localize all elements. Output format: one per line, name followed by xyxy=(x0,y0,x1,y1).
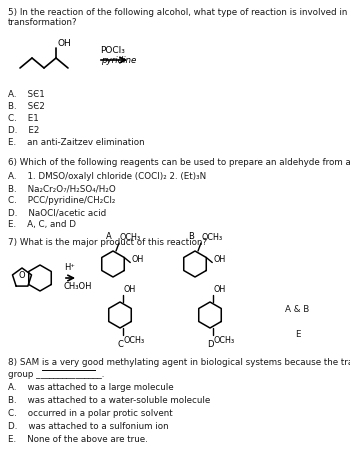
Text: C.    PCC/pyridine/CH₂Cl₂: C. PCC/pyridine/CH₂Cl₂ xyxy=(8,196,116,205)
Text: D: D xyxy=(207,340,213,349)
Text: E: E xyxy=(295,330,301,339)
Text: OCH₃: OCH₃ xyxy=(120,233,141,242)
Text: group _______________.: group _______________. xyxy=(8,370,104,379)
Text: D.    E2: D. E2 xyxy=(8,126,39,135)
Text: CH₃OH: CH₃OH xyxy=(63,282,91,291)
Text: OH: OH xyxy=(124,285,136,294)
Text: E.    None of the above are true.: E. None of the above are true. xyxy=(8,435,148,444)
Text: OH: OH xyxy=(131,255,144,264)
Text: POCl₃: POCl₃ xyxy=(100,46,125,55)
Text: 8) SAM is a very good methylating agent in biological systems because the transf: 8) SAM is a very good methylating agent … xyxy=(8,358,350,367)
Text: B: B xyxy=(188,232,194,241)
Text: 6) Which of the following reagents can be used to prepare an aldehyde from a 1° : 6) Which of the following reagents can b… xyxy=(8,158,350,167)
Text: D.    NaOCl/acetic acid: D. NaOCl/acetic acid xyxy=(8,208,106,217)
Text: H⁺: H⁺ xyxy=(64,263,75,272)
Text: OCH₃: OCH₃ xyxy=(214,336,235,345)
Text: E.    an anti-Zaitzev elimination: E. an anti-Zaitzev elimination xyxy=(8,138,145,147)
Text: A.    1. DMSO/oxalyl chloride (COCl)₂ 2. (Et)₃N: A. 1. DMSO/oxalyl chloride (COCl)₂ 2. (E… xyxy=(8,172,206,181)
Text: OH: OH xyxy=(213,255,225,264)
Text: A: A xyxy=(106,232,112,241)
Text: B.    was attached to a water-soluble molecule: B. was attached to a water-soluble molec… xyxy=(8,396,210,405)
Text: OH: OH xyxy=(57,39,71,48)
Text: OCH₃: OCH₃ xyxy=(202,233,223,242)
Text: A & B: A & B xyxy=(285,305,309,314)
Text: transformation?: transformation? xyxy=(8,18,78,27)
Text: B.    SЄ2: B. SЄ2 xyxy=(8,102,45,111)
Text: C.    occurred in a polar protic solvent: C. occurred in a polar protic solvent xyxy=(8,409,173,418)
Text: OCH₃: OCH₃ xyxy=(124,336,145,345)
Text: C.    E1: C. E1 xyxy=(8,114,39,123)
Text: C: C xyxy=(117,340,123,349)
Text: pyridine: pyridine xyxy=(101,56,136,65)
Text: 5) In the reaction of the following alcohol, what type of reaction is involved i: 5) In the reaction of the following alco… xyxy=(8,8,350,17)
Text: E.    A, C, and D: E. A, C, and D xyxy=(8,220,76,229)
Text: 7) What is the major product of this reaction?: 7) What is the major product of this rea… xyxy=(8,238,207,247)
Text: D.    was attached to a sulfonium ion: D. was attached to a sulfonium ion xyxy=(8,422,169,431)
Text: A.    SЄ1: A. SЄ1 xyxy=(8,90,45,99)
Text: B.    Na₂Cr₂O₇/H₂SO₄/H₂O: B. Na₂Cr₂O₇/H₂SO₄/H₂O xyxy=(8,184,116,193)
Text: A.    was attached to a large molecule: A. was attached to a large molecule xyxy=(8,383,174,392)
Text: O: O xyxy=(18,270,25,279)
Text: OH: OH xyxy=(214,285,226,294)
